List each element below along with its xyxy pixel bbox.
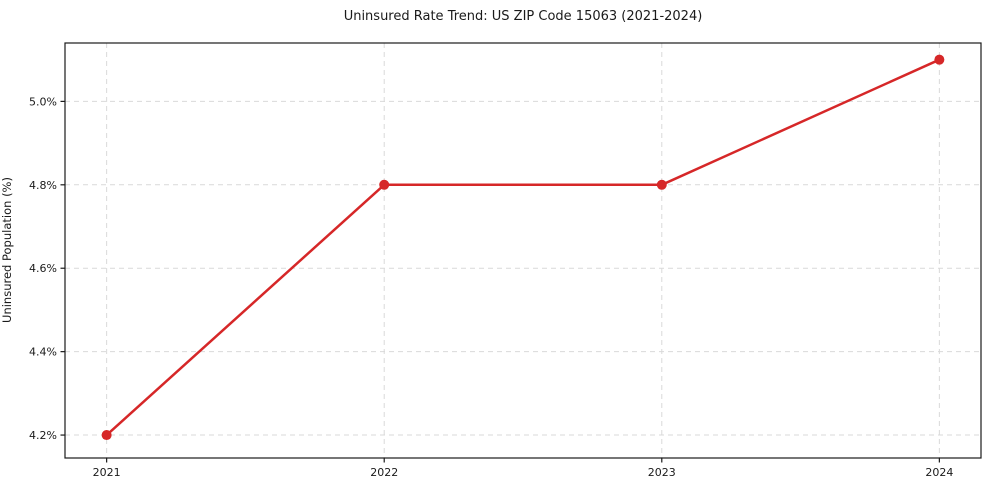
- data-point: [101, 430, 112, 441]
- plot-border: [64, 42, 982, 459]
- y-tick-label: 4.8%: [29, 179, 57, 192]
- data-series: [101, 54, 945, 441]
- y-tick-label: 5.0%: [29, 95, 57, 108]
- x-tick-label: 2021: [93, 466, 121, 479]
- y-axis-title: Uninsured Population (%): [0, 177, 14, 323]
- y-tick-label: 4.4%: [29, 346, 57, 359]
- gridlines: [65, 43, 981, 458]
- data-point: [934, 54, 945, 65]
- data-point: [379, 179, 390, 190]
- tick-labels: 2021 2022 2023 2024 4.2% 4.4% 4.6% 4.8% 5.0%: [29, 95, 953, 479]
- x-tick-label: 2023: [648, 466, 676, 479]
- axis-spines: [64, 42, 982, 459]
- chart-title: Uninsured Rate Trend: US ZIP Code 15063 …: [343, 9, 703, 24]
- data-point: [656, 179, 667, 190]
- axis-ticks: [60, 100, 940, 463]
- y-tick-label: 4.2%: [29, 429, 57, 442]
- x-tick-label: 2024: [925, 466, 953, 479]
- y-tick-label: 4.6%: [29, 262, 57, 275]
- x-tick-label: 2022: [370, 466, 398, 479]
- data-line: [105, 58, 941, 437]
